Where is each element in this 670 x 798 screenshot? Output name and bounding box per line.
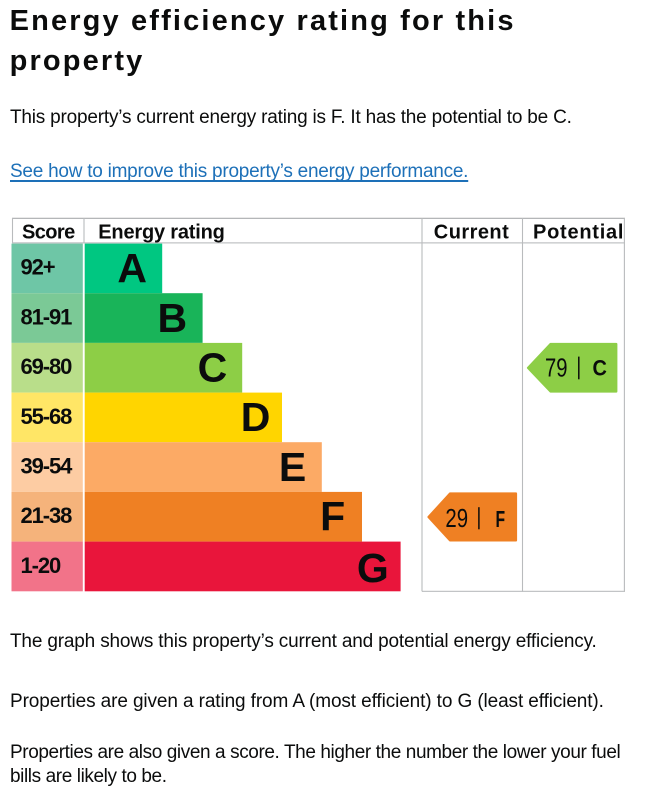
svg-text:F: F [496,506,506,532]
svg-text:C: C [593,356,607,381]
svg-text:D: D [241,394,271,440]
svg-text:B: B [157,295,187,341]
svg-text:G: G [357,545,389,591]
svg-text:Score: Score [22,222,75,244]
svg-text:A: A [117,245,147,291]
svg-text:1-20: 1-20 [21,553,61,578]
svg-text:21-38: 21-38 [21,503,73,528]
svg-text:92+: 92+ [21,255,55,280]
svg-text:39-54: 39-54 [21,453,74,478]
svg-text:29: 29 [445,503,468,533]
svg-text:Current: Current [434,222,509,244]
svg-text:Potential: Potential [533,222,624,244]
svg-text:81-91: 81-91 [21,304,73,329]
svg-text:E: E [279,444,306,490]
svg-text:79: 79 [545,352,568,382]
svg-text:Energy rating: Energy rating [98,222,224,244]
svg-text:F: F [320,494,345,540]
svg-text:69-80: 69-80 [21,354,73,379]
svg-text:55-68: 55-68 [21,404,73,429]
svg-text:C: C [198,345,228,391]
